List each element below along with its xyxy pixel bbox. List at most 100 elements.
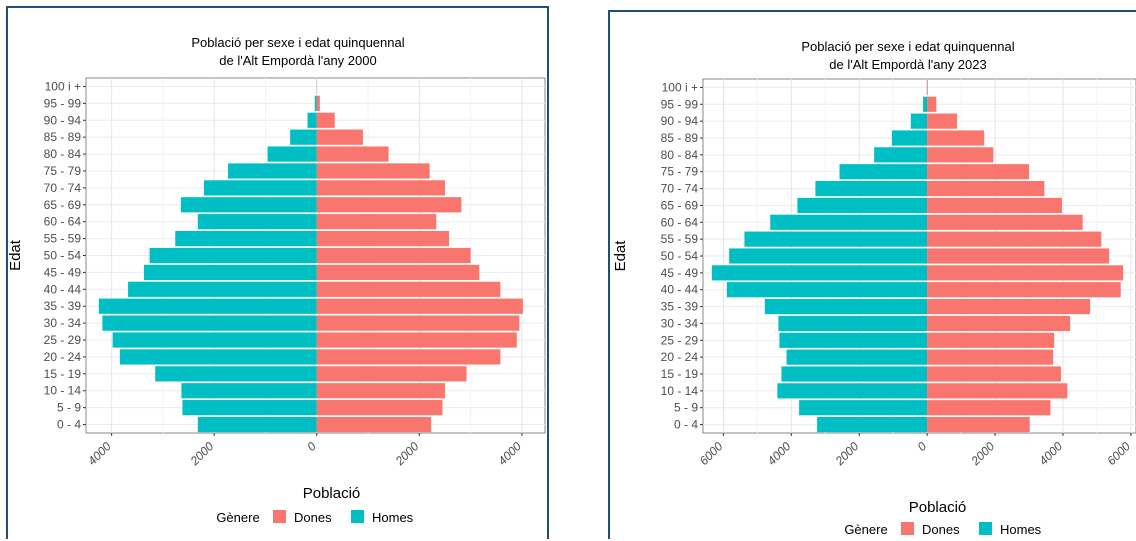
- legend-label-homes: Homes: [372, 510, 414, 525]
- y-tick-label: 0 - 4: [674, 418, 698, 432]
- legend-swatch-homes: [351, 510, 364, 523]
- bar-homes: [182, 400, 316, 415]
- bar-homes: [781, 366, 927, 381]
- y-tick-label: 45 - 49: [661, 266, 699, 280]
- y-tick-label: 20 - 24: [44, 350, 82, 364]
- y-tick-label: 15 - 19: [661, 367, 699, 381]
- x-axis-title: Població: [909, 499, 967, 516]
- bar-homes: [268, 146, 317, 161]
- bar-dones: [317, 180, 445, 195]
- y-tick-label: 95 - 99: [44, 96, 82, 110]
- bar-dones: [317, 163, 430, 178]
- bar-dones: [927, 147, 993, 162]
- y-tick-label: 50 - 54: [661, 249, 699, 263]
- bar-homes: [181, 383, 316, 398]
- x-tick-label: 2000: [968, 439, 998, 469]
- y-tick-label: 85 - 89: [661, 131, 699, 145]
- bar-dones: [317, 383, 445, 398]
- bar-homes: [155, 366, 317, 381]
- bar-homes: [150, 248, 317, 263]
- bar-dones: [927, 282, 1121, 297]
- y-tick-label: 80 - 84: [661, 148, 699, 162]
- bar-homes: [113, 332, 317, 347]
- y-tick-label: 75 - 79: [661, 165, 699, 179]
- bar-dones: [317, 265, 480, 280]
- bar-homes: [308, 113, 317, 128]
- x-tick-label: 0: [304, 439, 319, 454]
- bar-dones: [317, 130, 363, 145]
- bar-homes: [729, 248, 927, 263]
- y-tick-label: 5 - 9: [674, 401, 698, 415]
- bar-dones: [317, 299, 523, 314]
- y-tick-label: 90 - 94: [661, 114, 699, 128]
- bar-dones: [317, 417, 431, 432]
- y-tick-label: 15 - 19: [44, 367, 82, 381]
- y-tick-label: 80 - 84: [44, 147, 82, 161]
- y-tick-label: 30 - 34: [44, 316, 82, 330]
- bar-dones: [317, 248, 471, 263]
- y-tick-label: 5 - 9: [57, 401, 81, 415]
- y-tick-label: 100 i +: [662, 80, 698, 94]
- bar-homes: [228, 163, 317, 178]
- legend-label-dones: Dones: [922, 522, 960, 537]
- bar-homes: [198, 417, 317, 432]
- bar-dones: [927, 80, 928, 95]
- bar-homes: [99, 299, 317, 314]
- bar-dones: [927, 299, 1090, 314]
- bar-homes: [779, 333, 927, 348]
- x-tick-label: 6000: [1104, 439, 1133, 468]
- bar-homes: [765, 299, 927, 314]
- y-tick-label: 35 - 39: [44, 299, 82, 313]
- legend-label-homes: Homes: [1000, 522, 1042, 537]
- bar-dones: [927, 400, 1050, 415]
- bar-dones: [317, 366, 467, 381]
- bar-homes: [777, 383, 927, 398]
- legend-label-dones: Dones: [294, 510, 332, 525]
- bar-homes: [770, 215, 927, 230]
- legend-swatch-dones: [901, 522, 914, 535]
- bar-dones: [927, 316, 1070, 331]
- bar-homes: [840, 164, 928, 179]
- x-tick-label: 4000: [85, 439, 114, 468]
- bar-dones: [927, 350, 1053, 365]
- y-tick-label: 60 - 64: [661, 215, 699, 229]
- x-tick-label: 4000: [765, 439, 794, 468]
- y-tick-label: 70 - 74: [661, 182, 699, 196]
- y-axis-title: Edat: [612, 240, 629, 272]
- bar-homes: [102, 316, 316, 331]
- bar-homes: [315, 96, 317, 111]
- y-tick-label: 55 - 59: [44, 232, 82, 246]
- y-tick-label: 35 - 39: [661, 300, 699, 314]
- bar-dones: [927, 114, 957, 129]
- bar-dones: [927, 232, 1101, 247]
- y-tick-label: 85 - 89: [44, 130, 82, 144]
- legend-title: Gènere: [844, 522, 887, 537]
- bar-homes: [815, 181, 927, 196]
- y-axis-title: Edat: [7, 239, 24, 271]
- y-tick-label: 55 - 59: [661, 232, 699, 246]
- bar-dones: [317, 96, 320, 111]
- x-tick-label: 2000: [187, 439, 217, 469]
- y-tick-label: 90 - 94: [44, 113, 82, 127]
- bar-homes: [923, 97, 927, 112]
- bar-homes: [817, 417, 927, 432]
- chart-title: Població per sexe i edat quinquennal: [801, 39, 1014, 54]
- population-pyramid-2023-chart: Població per sexe i edat quinquennal de l…: [610, 12, 1136, 541]
- bar-homes: [175, 231, 317, 246]
- x-tick-label: 6000: [697, 439, 726, 468]
- bar-dones: [927, 215, 1083, 230]
- bar-homes: [797, 198, 927, 213]
- y-tick-label: 75 - 79: [44, 164, 82, 178]
- y-tick-label: 50 - 54: [44, 249, 82, 263]
- legend-swatch-dones: [273, 510, 286, 523]
- bar-homes: [712, 265, 927, 280]
- bar-homes: [874, 147, 927, 162]
- chart-subtitle: de l'Alt Empordà l'any 2023: [829, 57, 986, 72]
- x-tick-label: 2000: [392, 439, 422, 469]
- y-tick-label: 60 - 64: [44, 215, 82, 229]
- bar-dones: [927, 97, 936, 112]
- y-tick-label: 70 - 74: [44, 181, 82, 195]
- bar-dones: [927, 366, 1061, 381]
